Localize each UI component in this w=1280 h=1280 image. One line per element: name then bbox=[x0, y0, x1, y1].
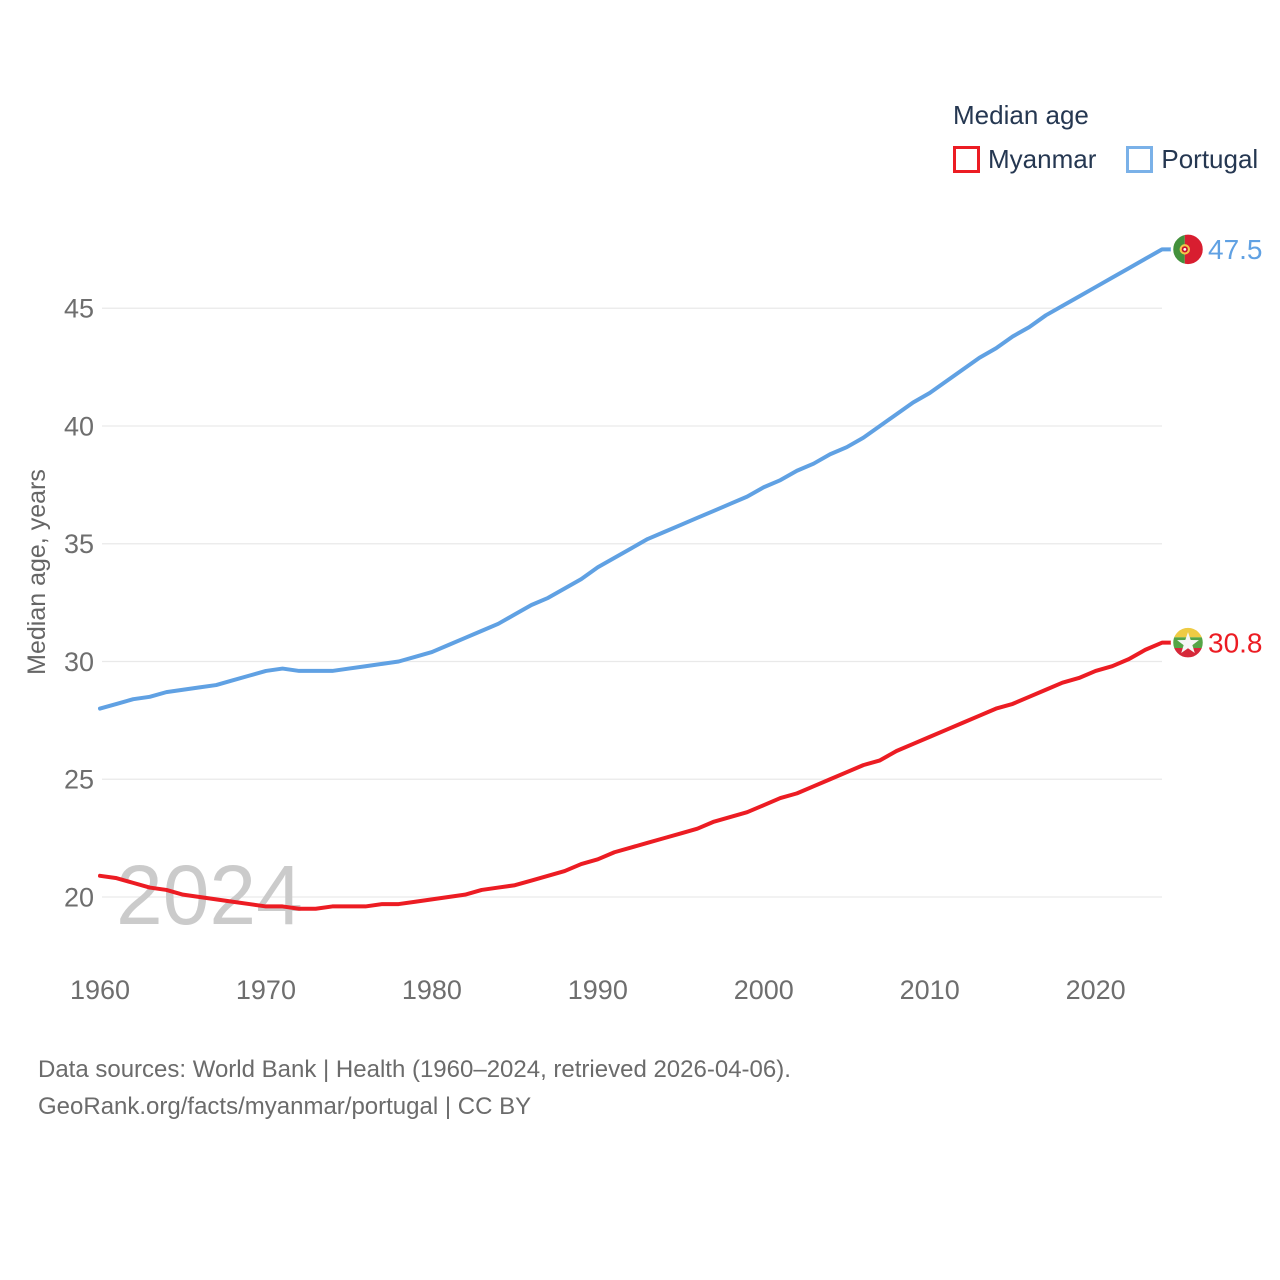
y-tick-label: 35 bbox=[64, 529, 94, 559]
legend-title: Median age bbox=[953, 100, 1089, 130]
y-axis-title: Median age, years bbox=[23, 469, 51, 675]
x-tick-label: 2020 bbox=[1066, 975, 1126, 1005]
end-value-label-portugal: 47.5 bbox=[1208, 234, 1263, 265]
flag-ring bbox=[1170, 625, 1206, 660]
x-tick-label: 1990 bbox=[568, 975, 628, 1005]
series-line-myanmar bbox=[98, 640, 1177, 911]
y-tick-label: 45 bbox=[64, 294, 94, 324]
portugal-swatch-icon bbox=[1126, 146, 1154, 173]
chart-footer: Data sources: World Bank | Health (1960–… bbox=[38, 1051, 791, 1125]
x-tick-label: 1980 bbox=[402, 975, 462, 1005]
chart-legend: Median age Myanmar Portugal bbox=[953, 100, 1258, 175]
end-value-label-myanmar: 30.8 bbox=[1208, 627, 1263, 658]
legend-items: Myanmar Portugal bbox=[953, 144, 1258, 175]
y-tick-label: 30 bbox=[64, 647, 94, 677]
legend-item-label: Portugal bbox=[1161, 144, 1259, 174]
series-line-portugal bbox=[98, 247, 1177, 711]
y-tick-label: 40 bbox=[64, 411, 94, 441]
legend-item-myanmar[interactable]: Myanmar bbox=[953, 144, 1096, 175]
legend-item-label: Myanmar bbox=[988, 144, 1097, 174]
watermark-year: 2024 bbox=[116, 848, 303, 942]
flag-ring bbox=[1170, 232, 1206, 267]
x-tick-label: 1970 bbox=[236, 975, 296, 1005]
myanmar-flag-icon bbox=[1172, 626, 1204, 659]
x-tick-label: 2000 bbox=[734, 975, 794, 1005]
x-tick-label: 2010 bbox=[900, 975, 960, 1005]
x-tick-label: 1960 bbox=[70, 975, 130, 1005]
data-sources-text: Data sources: World Bank | Health (1960–… bbox=[38, 1056, 791, 1083]
legend-item-portugal[interactable]: Portugal bbox=[1126, 144, 1258, 175]
y-tick-label: 25 bbox=[64, 765, 94, 795]
y-tick-label: 20 bbox=[64, 882, 94, 912]
myanmar-swatch-icon bbox=[953, 146, 980, 173]
attribution-text: GeoRank.org/facts/myanmar/portugal | CC … bbox=[38, 1093, 532, 1120]
